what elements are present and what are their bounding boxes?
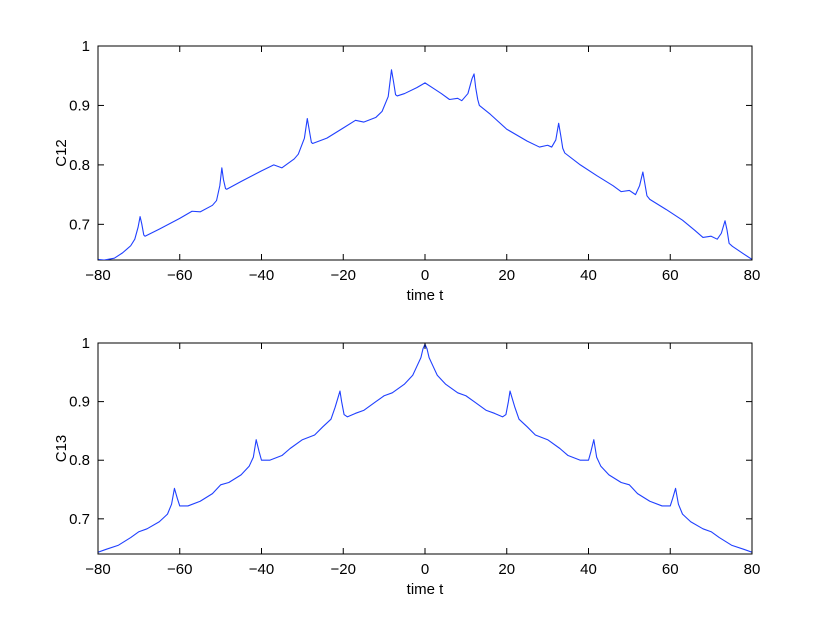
chart-c13: −80 −60 −40 −20 0 20 40 60 80 0.7 0.8 0.9 1 time t C13 (53, 335, 760, 598)
x-tick-label: −40 (249, 267, 274, 284)
y-tick-label: 0.9 (69, 394, 90, 411)
x-tick-label: −80 (85, 267, 110, 284)
y-axis-label: C12 (53, 139, 70, 167)
x-tick-label: 80 (744, 561, 761, 578)
y-axis-label: C13 (53, 435, 70, 463)
x-tick-label: 0 (421, 561, 429, 578)
x-tick-label: 60 (662, 561, 679, 578)
series-line (98, 69, 752, 260)
x-tick-label: −60 (167, 561, 192, 578)
y-tick-label: 0.8 (69, 157, 90, 174)
chart-c12: −80 −60 −40 −20 0 20 40 60 80 0.7 0.8 0.9 1 time t C12 (53, 38, 760, 304)
x-axis-label: time t (407, 287, 445, 304)
y-tick-label: 0.8 (69, 452, 90, 469)
x-tick-label: 20 (498, 267, 515, 284)
x-tick-label: −40 (249, 561, 274, 578)
x-tick-label: −20 (331, 561, 356, 578)
x-axis-label: time t (407, 581, 445, 598)
y-tick-label: 0.9 (69, 97, 90, 114)
y-tick-label: 0.7 (69, 216, 90, 233)
x-tick-label: −60 (167, 267, 192, 284)
x-tick-label: −20 (331, 267, 356, 284)
y-tick-label: 0.7 (69, 511, 90, 528)
x-tick-label: −80 (85, 561, 110, 578)
x-tick-label: 40 (580, 267, 597, 284)
x-tick-label: 60 (662, 267, 679, 284)
y-tick-label: 1 (82, 38, 90, 55)
x-tick-label: 80 (744, 267, 761, 284)
x-tick-label: 40 (580, 561, 597, 578)
x-tick-label: 0 (421, 267, 429, 284)
y-tick-label: 1 (82, 335, 90, 352)
x-tick-label: 20 (498, 561, 515, 578)
